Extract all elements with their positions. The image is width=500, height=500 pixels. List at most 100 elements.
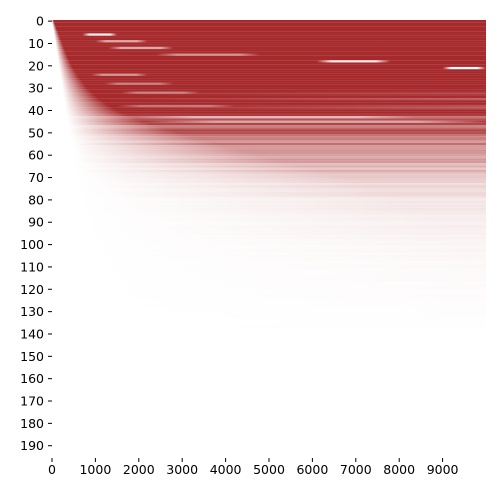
heatmap-row — [52, 375, 486, 378]
heatmap-row — [52, 53, 486, 56]
heatmap-row — [52, 453, 486, 456]
heatmap-row — [52, 265, 486, 269]
heatmap-row — [52, 84, 486, 88]
heatmap-streak — [95, 40, 148, 43]
heatmap-row — [52, 424, 486, 427]
heatmap-row — [52, 281, 486, 284]
y-tick-label: 90 — [28, 215, 44, 230]
heatmap-row — [52, 122, 486, 126]
heatmap-row — [52, 95, 486, 99]
y-tick-label: 100 — [20, 237, 44, 252]
heatmap-row — [52, 428, 486, 432]
heatmap-row — [52, 98, 486, 101]
heatmap-row — [52, 239, 486, 242]
heatmap-row — [52, 386, 486, 389]
heatmap-row — [52, 274, 486, 278]
heatmap-row — [52, 404, 486, 407]
heatmap-row — [52, 259, 486, 262]
heatmap-streak — [121, 91, 200, 94]
heatmap-row — [52, 346, 486, 349]
heatmap-row — [52, 395, 486, 398]
heatmap-row — [52, 236, 486, 240]
y-tick-label: 60 — [28, 148, 44, 163]
heatmap-row — [52, 171, 486, 175]
heatmap-row — [52, 51, 486, 54]
heatmap-row — [52, 22, 486, 25]
heatmap-row — [52, 388, 486, 392]
heatmap-row — [52, 80, 486, 83]
heatmap-row — [52, 46, 486, 50]
heatmap-row — [52, 299, 486, 302]
heatmap-row — [52, 40, 486, 43]
heatmap-row — [52, 285, 486, 289]
heatmap-row — [52, 247, 486, 251]
heatmap-row — [52, 227, 486, 231]
heatmap-row — [52, 163, 486, 166]
heatmap-row — [52, 301, 486, 304]
heatmap-row — [52, 196, 486, 199]
heatmap-row — [52, 272, 486, 275]
heatmap-row — [52, 444, 486, 447]
heatmap-row — [52, 379, 486, 383]
heatmap-row — [52, 176, 486, 179]
y-tick-label: 130 — [20, 304, 44, 319]
heatmap-row — [52, 57, 486, 61]
heatmap-row — [52, 178, 486, 181]
heatmap-row — [52, 308, 486, 311]
y-tick-label: 160 — [20, 371, 44, 386]
heatmap-row — [52, 223, 486, 226]
heatmap-row — [52, 131, 486, 135]
heatmap-row — [52, 147, 486, 150]
heatmap-row — [52, 194, 486, 197]
heatmap-row — [52, 180, 486, 184]
heatmap-row — [52, 218, 486, 222]
heatmap-row — [52, 256, 486, 260]
heatmap-row — [52, 243, 486, 246]
heatmap-streak — [108, 46, 174, 50]
heatmap-row — [52, 290, 486, 293]
heatmap-row — [52, 321, 486, 324]
y-tick-label: 70 — [28, 170, 44, 185]
y-tick-label: 80 — [28, 192, 44, 207]
heatmap-row — [52, 109, 486, 112]
heatmap-row — [52, 399, 486, 403]
heatmap-row — [52, 288, 486, 291]
heatmap-row — [52, 344, 486, 347]
heatmap-row — [52, 397, 486, 400]
heatmap-streak — [138, 116, 417, 119]
heatmap-row — [52, 294, 486, 298]
heatmap-row — [52, 279, 486, 282]
heatmap-row — [52, 44, 486, 47]
heatmap-streak — [82, 33, 118, 36]
heatmap-row — [52, 207, 486, 210]
heatmap-row — [52, 433, 486, 436]
heatmap-plot-area — [52, 20, 487, 459]
heatmap-row — [52, 91, 486, 94]
heatmap-row — [52, 169, 486, 173]
heatmap-row — [52, 125, 486, 128]
heatmap-row — [52, 332, 486, 336]
y-tick-label: 110 — [20, 259, 44, 274]
y-tick-label: 120 — [20, 282, 44, 297]
heatmap-streak — [104, 82, 174, 85]
heatmap-row — [52, 145, 486, 148]
heatmap-row — [52, 382, 486, 385]
x-tick-label: 7000 — [340, 462, 372, 477]
heatmap-row — [52, 422, 486, 425]
heatmap-row — [52, 306, 486, 309]
heatmap-row — [52, 192, 486, 195]
heatmap-row — [52, 402, 486, 405]
heatmap-row — [52, 216, 486, 219]
heatmap-row — [52, 261, 486, 264]
heatmap-row — [52, 93, 486, 97]
heatmap-row — [52, 156, 486, 159]
heatmap-row — [52, 87, 486, 90]
heatmap-row — [52, 252, 486, 255]
heatmap-row — [52, 209, 486, 213]
heatmap-row — [52, 69, 486, 72]
heatmap-row — [52, 66, 486, 70]
heatmap-row — [52, 20, 486, 23]
heatmap-row — [52, 71, 486, 74]
y-tick-label: 40 — [28, 103, 44, 118]
y-tick-label: 0 — [36, 14, 44, 29]
